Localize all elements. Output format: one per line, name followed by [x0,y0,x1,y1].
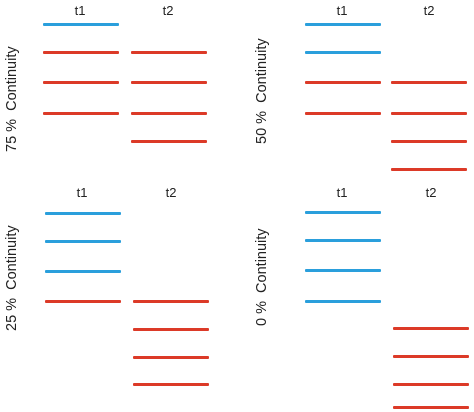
t2-column-label: t2 [423,3,435,18]
t1-new-line [305,81,381,84]
continuity-word: Continuity [4,46,20,111]
t1-column-label: t1 [76,185,88,200]
t1-column-label: t1 [336,185,348,200]
t1-retained-line [45,270,121,273]
continuity-word: Continuity [254,38,270,103]
continuity-axis-label: 50 % Continuity [254,38,270,144]
t1-retained-line [305,300,381,303]
panel-25-percent: t1 t2 25 % Continuity [0,183,237,412]
panel-0-percent: t1 t2 0 % Continuity [237,183,474,412]
continuity-axis-label: 25 % Continuity [4,225,20,331]
continuity-word: Continuity [4,225,20,290]
t2-column-label: t2 [162,3,174,18]
continuity-percent: 50 % [254,110,270,144]
t1-new-line [45,300,121,303]
continuity-axis-label: 75 % Continuity [4,46,20,152]
t1-retained-line [305,269,381,272]
t2-new-line [393,327,469,330]
t2-new-line [133,300,209,303]
panel-75-percent: t1 t2 75 % Continuity [0,0,237,206]
t2-new-line [131,112,207,115]
t1-new-line [43,81,119,84]
t1-new-line [43,51,119,54]
t2-new-line [133,383,209,386]
t2-column-label: t2 [425,185,437,200]
continuity-percent: 0 % [254,301,270,326]
continuity-percent: 25 % [4,297,20,331]
t1-retained-line [305,239,381,242]
t2-new-line [131,81,207,84]
t1-retained-line [305,23,381,26]
t2-new-line [391,168,467,171]
t2-new-line [133,328,209,331]
t2-new-line [391,140,467,143]
continuity-word: Continuity [254,228,270,293]
t2-new-line [391,112,467,115]
t1-column-label: t1 [74,3,86,18]
t2-new-line [393,383,469,386]
t1-new-line [43,112,119,115]
t2-new-line [131,140,207,143]
t1-retained-line [43,23,119,26]
t2-new-line [131,51,207,54]
t1-retained-line [305,51,381,54]
continuity-percent: 75 % [4,118,20,152]
t1-retained-line [305,211,381,214]
t2-new-line [393,406,469,409]
t1-column-label: t1 [336,3,348,18]
t2-column-label: t2 [165,185,177,200]
t1-new-line [305,112,381,115]
t2-new-line [391,81,467,84]
t1-retained-line [45,212,121,215]
panel-50-percent: t1 t2 50 % Continuity [237,0,474,206]
t2-new-line [393,355,469,358]
t1-retained-line [45,240,121,243]
t2-new-line [133,356,209,359]
continuity-axis-label: 0 % Continuity [254,228,270,326]
